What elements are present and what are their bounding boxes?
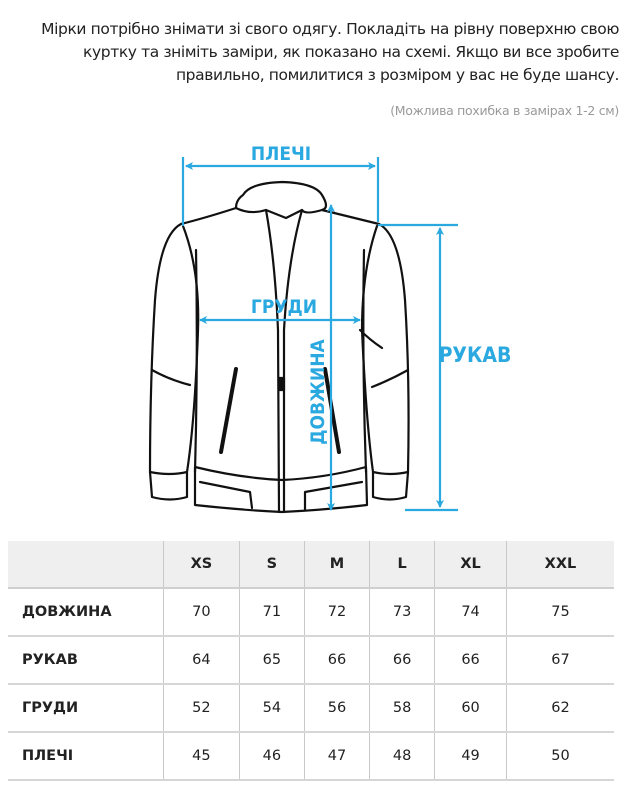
size-table: XS S M L XL XXL ДОВЖИНА 70 71 72 73 74 75 РУКАВ… xyxy=(8,541,614,781)
table-cell: 56 xyxy=(303,684,370,732)
header-cell: L xyxy=(369,541,435,589)
table-cell: 66 xyxy=(303,636,370,684)
table-cell: 67 xyxy=(505,636,614,684)
header-cell: XXL xyxy=(505,541,614,589)
row-label: РУКАВ xyxy=(22,652,78,668)
table-cell: 46 xyxy=(238,732,305,780)
header-cell: S xyxy=(238,541,305,589)
sleeve-label: РУКАВ xyxy=(439,343,512,367)
jacket-outline xyxy=(148,180,410,514)
length-label: ДОВЖИНА xyxy=(307,338,329,444)
chest-label: ГРУДИ xyxy=(251,296,317,318)
table-cell: 66 xyxy=(434,636,507,684)
table-cell: 49 xyxy=(434,732,507,780)
header-cell: XS xyxy=(163,541,240,589)
table-row: РУКАВ 64 65 66 66 66 67 xyxy=(8,636,614,684)
table-cell: 64 xyxy=(163,636,240,684)
intro-text: Мірки потрібно знімати зі свого одягу. П… xyxy=(41,20,619,84)
table-cell: 54 xyxy=(238,684,305,732)
table-cell: 50 xyxy=(505,732,614,780)
row-label: ДОВЖИНА xyxy=(22,604,112,620)
table-cell: 45 xyxy=(163,732,240,780)
header-cell: M xyxy=(303,541,370,589)
size-header-row: XS S M L XL XXL xyxy=(8,541,614,589)
table-cell: 75 xyxy=(505,588,614,636)
table-row: ПЛЕЧІ 45 46 47 48 49 50 xyxy=(8,732,614,780)
table-cell: 70 xyxy=(163,588,240,636)
table-cell: 48 xyxy=(369,732,435,780)
table-cell: 52 xyxy=(163,684,240,732)
table-cell: 58 xyxy=(369,684,435,732)
row-label: ПЛЕЧІ xyxy=(22,748,74,764)
table-row: ДОВЖИНА 70 71 72 73 74 75 xyxy=(8,588,614,636)
table-cell: 60 xyxy=(434,684,507,732)
table-cell: 66 xyxy=(369,636,435,684)
table-cell: 65 xyxy=(238,636,305,684)
table-cell: 74 xyxy=(434,588,507,636)
table-cell: 47 xyxy=(303,732,370,780)
measurement-arrows xyxy=(181,157,458,512)
jacket-measurement-diagram: ПЛЕЧІ ГРУДИ ДОВЖИНА РУКАВ xyxy=(148,143,512,514)
measurement-error-note: (Можлива похибка в замірах 1-2 см) xyxy=(390,103,619,118)
table-cell: 72 xyxy=(303,588,370,636)
table-cell: 62 xyxy=(505,684,614,732)
row-label: ГРУДИ xyxy=(22,700,79,716)
table-row: ГРУДИ 52 54 56 58 60 62 xyxy=(8,684,614,732)
header-cell xyxy=(8,541,164,589)
shoulders-label: ПЛЕЧІ xyxy=(251,143,311,165)
table-cell: 71 xyxy=(238,588,305,636)
header-cell: XL xyxy=(434,541,507,589)
table-cell: 73 xyxy=(369,588,435,636)
